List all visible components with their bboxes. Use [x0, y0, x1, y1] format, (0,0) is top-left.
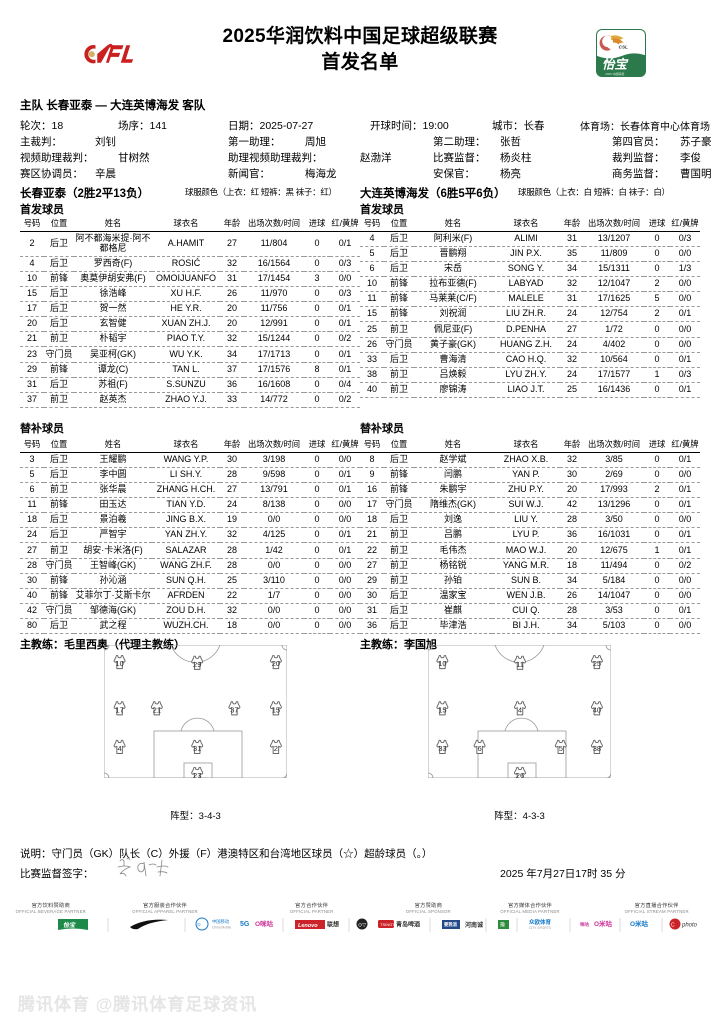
svg-text:⊙▽: ⊙▽: [358, 923, 366, 929]
svg-text:CSL: CSL: [619, 44, 628, 49]
svg-text:Lenovo: Lenovo: [298, 923, 318, 929]
svg-text:33: 33: [438, 744, 446, 753]
svg-text:豫: 豫: [500, 922, 505, 929]
svg-text:26: 26: [516, 771, 524, 778]
svg-text:众欧体育: 众欧体育: [529, 918, 552, 926]
svg-text:2025 中超联赛: 2025 中超联赛: [605, 71, 624, 76]
svg-text:China Mobile: China Mobile: [212, 926, 231, 930]
svg-text:4: 4: [518, 705, 522, 714]
svg-text:C: C: [671, 923, 675, 929]
svg-text:20: 20: [272, 659, 280, 668]
svg-text:21: 21: [153, 705, 161, 714]
svg-text:37: 37: [230, 705, 238, 714]
svg-text:31: 31: [193, 744, 201, 753]
svg-text:10: 10: [115, 659, 123, 668]
svg-text:15: 15: [272, 705, 280, 714]
svg-text:5: 5: [559, 744, 563, 753]
svg-text:17: 17: [115, 705, 123, 714]
svg-text:23: 23: [193, 771, 201, 778]
svg-text:10: 10: [438, 659, 446, 668]
svg-text:photo: photo: [681, 923, 698, 929]
svg-text:咪咕: 咪咕: [580, 921, 589, 928]
svg-text:CITY SPORTS: CITY SPORTS: [529, 926, 552, 930]
svg-text:2: 2: [274, 744, 278, 753]
svg-text:中国移动: 中国移动: [212, 918, 230, 925]
svg-text:青岛啤酒: 青岛啤酒: [396, 921, 420, 929]
svg-text:5G: 5G: [240, 921, 250, 928]
svg-text:怡宝: 怡宝: [602, 57, 630, 71]
svg-text:15: 15: [438, 705, 446, 714]
svg-text:38: 38: [593, 744, 601, 753]
svg-text:25: 25: [593, 659, 601, 668]
svg-text:O米咕: O米咕: [630, 919, 649, 928]
svg-text:联想: 联想: [327, 921, 339, 929]
svg-text:O米咕: O米咕: [594, 919, 613, 928]
svg-text:11: 11: [516, 660, 524, 669]
svg-text:要我消: 要我消: [444, 921, 458, 928]
svg-text:4: 4: [117, 744, 121, 753]
svg-text:河南诚: 河南诚: [465, 921, 483, 929]
svg-text:⊙: ⊙: [197, 922, 201, 927]
svg-text:29: 29: [193, 660, 201, 669]
svg-text:怡宝: 怡宝: [63, 921, 76, 929]
svg-text:40: 40: [593, 705, 601, 714]
svg-text:6: 6: [477, 744, 481, 753]
svg-text:O咪咕: O咪咕: [255, 919, 274, 928]
